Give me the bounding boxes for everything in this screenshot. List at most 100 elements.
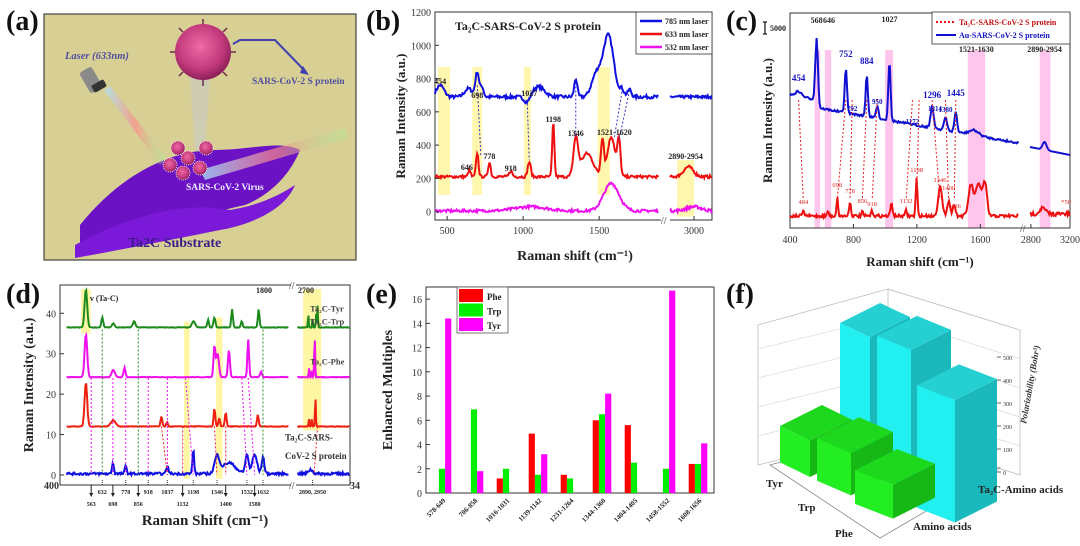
axis-break-gap-bottom	[291, 482, 296, 488]
x-tick-label: 400	[783, 235, 798, 246]
highlight-band	[216, 317, 223, 479]
legend-label: 785 nm laser	[665, 17, 709, 26]
au-peak-label: 752	[839, 49, 853, 59]
ta2c-peak-label: 1400	[942, 185, 955, 192]
bar-trp	[694, 463, 702, 493]
au-peak-label: 1445	[947, 88, 966, 98]
bar-ta2c-tyr-top	[840, 303, 910, 337]
bar-phe	[496, 478, 503, 493]
x-start-label: 400	[44, 481, 59, 492]
peak-annotation: 454	[434, 77, 446, 86]
y-tick-label: 800	[416, 75, 431, 86]
chart-e: 0 2 4 6 8 10 12 14 16 578-649 706-858 1016-1031 1139…	[381, 286, 715, 524]
band-annotation: 1027	[881, 15, 897, 24]
chart-f: 0 100 200 300 400 500 Polarizability (Bohr³) Ty…	[757, 288, 1064, 540]
bar-trp	[534, 474, 542, 493]
bar-trp	[438, 468, 446, 493]
series-line-au-high	[1029, 141, 1071, 156]
highlight-band	[824, 50, 832, 228]
bar-trp	[502, 468, 510, 493]
bar-trp	[662, 468, 670, 493]
band-annotation: 2890-2954	[1027, 45, 1062, 54]
lower-tick-label: 1580	[249, 502, 261, 508]
guide-line	[247, 377, 256, 475]
peak-connector	[905, 99, 913, 201]
au-peak-label: 1172	[906, 118, 920, 126]
z-tick-label: 500	[1003, 356, 1012, 362]
highlight-band	[81, 289, 91, 334]
bar-tyr	[541, 454, 548, 493]
au-peak-label: 1296	[923, 90, 942, 100]
series-line-Ta2C-Tyr	[66, 287, 289, 329]
y-tick-label: 10	[46, 431, 56, 442]
bar-tyr	[605, 393, 612, 493]
bar-phe	[624, 425, 631, 493]
peak-connector	[916, 99, 920, 201]
legend-swatch	[459, 289, 483, 302]
upper-tick-label: 1198	[187, 490, 199, 496]
ta2c-peak-label: 484	[798, 199, 809, 206]
bar-phe	[592, 420, 599, 493]
axis-break-mark: //	[1020, 224, 1026, 235]
series-line-Ta2C-SARS-CoV-2-S-protein	[65, 448, 289, 478]
x-tick-label: 1016-1031	[484, 496, 511, 523]
substrate-label: Ta2C Substrate	[128, 236, 221, 251]
x-tick-label: 1231-1264	[548, 496, 575, 523]
y-category-label: Tyr	[766, 478, 783, 490]
panel-label-f: (f)	[726, 279, 754, 310]
series-label: Ta₂C-SARS-	[285, 433, 333, 443]
z-tick-label: 0	[1003, 471, 1006, 477]
legend-swatch	[459, 303, 483, 317]
y-tick-label: 16	[412, 295, 422, 306]
upper-tick-label: 632	[98, 490, 107, 496]
y-tick-label: 200	[416, 174, 431, 185]
band-annotation: 568	[811, 16, 823, 25]
peak-connector	[931, 99, 941, 201]
highlight-band	[1039, 50, 1051, 228]
substrate-sheet-bottom	[75, 185, 295, 258]
x-tick-label: 3200	[1060, 235, 1080, 246]
ta2c-peak-label: 698	[832, 182, 842, 189]
bar-tyr	[477, 471, 484, 493]
y-tick-label: 20	[46, 390, 56, 401]
chart-c: // 400 800 1200 1600 2800 3200 Raman shift (cm⁻…	[760, 11, 1080, 269]
legend-label: Phe	[487, 292, 502, 302]
y-tick-label: 6	[417, 416, 422, 427]
bar-amino-phe-front	[855, 470, 893, 519]
panel-label-d: (d)	[6, 279, 41, 310]
chart-title: Ta₂C-SARS-CoV-2 S protein	[455, 19, 601, 33]
lower-tick-label: 856	[134, 502, 143, 508]
plot-frame	[434, 11, 713, 221]
y-tick-label: 0	[426, 208, 431, 219]
legend-label: Tyr	[487, 321, 501, 331]
bar-amino-trp-front	[817, 438, 851, 496]
au-peak-label: 884	[860, 56, 874, 66]
lower-tick-label: 563	[87, 502, 96, 508]
x-category-label: Amino acids	[913, 521, 972, 533]
peak-connector	[836, 99, 847, 201]
bar-trp	[598, 414, 606, 493]
bar-phe	[560, 474, 567, 493]
highlight-band	[472, 67, 483, 195]
y-category-label: Trp	[798, 502, 816, 514]
bar-phe	[528, 433, 535, 493]
bar-trp	[630, 462, 638, 493]
guide-line	[241, 377, 248, 475]
arrow-head	[89, 493, 94, 497]
panel-e: (e) 0 2 4 6 8 10 12 14 16 578-649 706-858 1016-1031…	[360, 275, 720, 546]
series-label: Ta₂C-Tyr	[310, 303, 344, 313]
scale-bar	[763, 21, 767, 35]
series-line-532-nm-laser	[434, 181, 659, 215]
y-tick-label: 400	[416, 141, 431, 152]
legend-label: Ta₂C-SARS-CoV-2 S protein	[959, 18, 1057, 27]
bar-phe	[688, 463, 695, 493]
x-tick-label: 500	[440, 226, 455, 237]
x-tick-label: 1608-1656	[676, 496, 703, 523]
x-tick-label: 1000	[513, 226, 533, 237]
y-tick-label: 0	[51, 471, 56, 482]
ta2c-peak-label: 918	[867, 201, 877, 208]
highlight-band	[438, 67, 451, 195]
highlight-band	[523, 67, 531, 195]
x-axis-label: Raman shift (cm⁻¹)	[866, 254, 974, 269]
z-tick-label: 100	[1003, 448, 1012, 454]
